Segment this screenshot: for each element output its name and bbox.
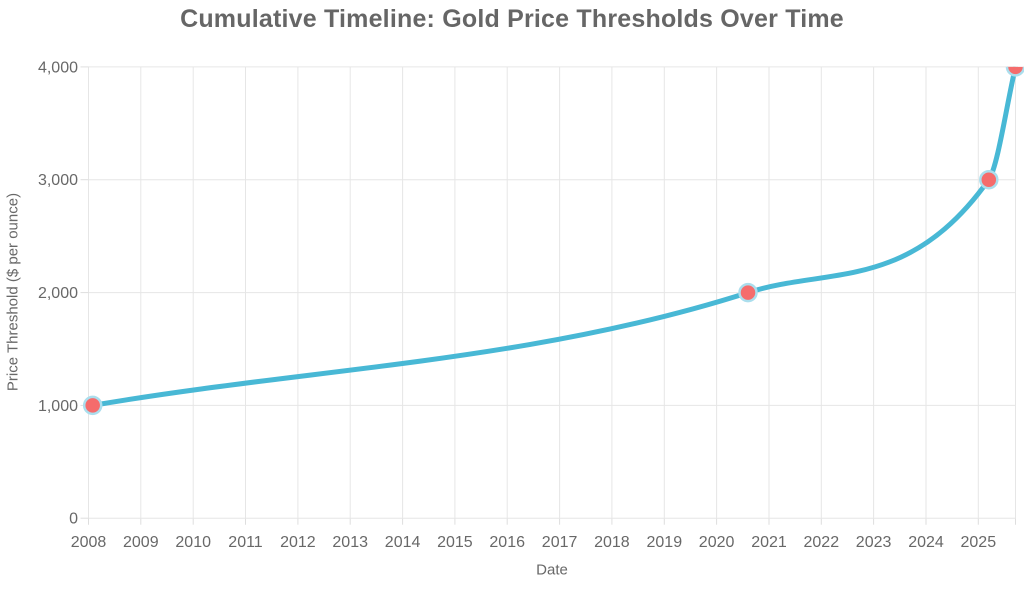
series-line: [90, 66, 1018, 408]
y-tick-label: 1,000: [38, 398, 78, 415]
x-tick-label: 2017: [542, 534, 578, 551]
x-tick-label: 2013: [332, 534, 368, 551]
y-tick-label: 4,000: [38, 59, 78, 76]
y-tick-label: 0: [69, 511, 78, 528]
y-tick-label: 2,000: [38, 285, 78, 302]
data-point-marker[interactable]: [1005, 58, 1024, 77]
x-tick-label: 2008: [71, 534, 107, 551]
x-tick-label: 2010: [175, 534, 211, 551]
x-tick-label: 2025: [961, 534, 997, 551]
x-tick-label: 2016: [489, 534, 525, 551]
x-tick-label: 2011: [228, 534, 263, 551]
x-tick-label: 2019: [647, 534, 683, 551]
x-tick-label: 2021: [751, 534, 787, 551]
data-point-marker[interactable]: [82, 395, 103, 416]
x-tick-label: 2009: [123, 534, 159, 551]
chart-title: Cumulative Timeline: Gold Price Threshol…: [180, 5, 844, 33]
x-tick-label: 2023: [856, 534, 892, 551]
y-tick-label: 3,000: [38, 172, 78, 189]
x-tick-label: 2012: [280, 534, 316, 551]
x-tick-label: 2024: [908, 534, 944, 551]
x-axis-title: Date: [536, 561, 568, 579]
x-tick-label: 2018: [594, 534, 630, 551]
x-tick-label: 2014: [385, 534, 421, 551]
data-point-marker[interactable]: [979, 169, 999, 190]
x-tick-label: 2015: [437, 534, 473, 551]
data-point-marker[interactable]: [738, 282, 758, 303]
x-tick-label: 2022: [804, 534, 840, 551]
x-tick-label: 2020: [699, 534, 735, 551]
